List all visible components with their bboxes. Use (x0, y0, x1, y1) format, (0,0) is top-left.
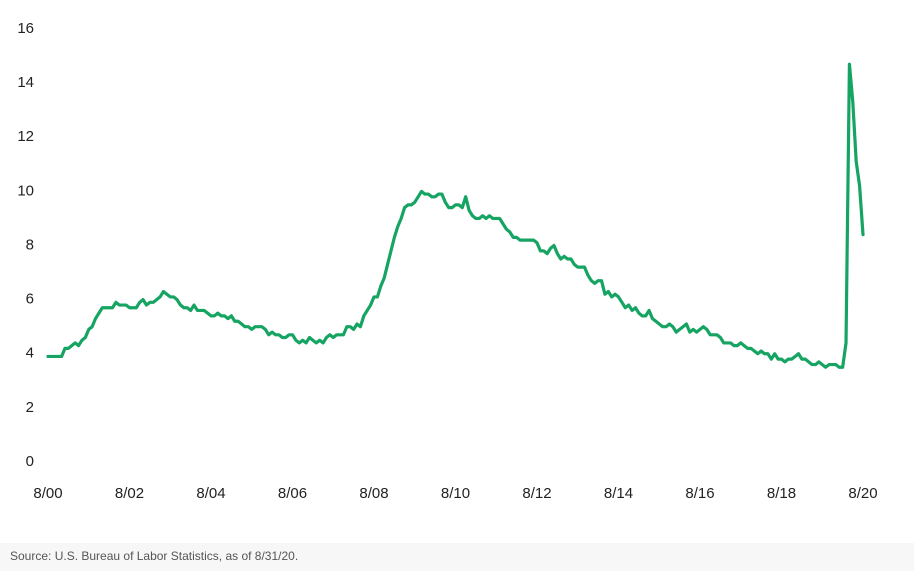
x-tick-label: 8/12 (522, 485, 551, 502)
y-tick-label: 16 (17, 20, 34, 37)
footer-band (0, 543, 914, 571)
x-tick-label: 8/08 (359, 485, 388, 502)
y-tick-label: 10 (17, 182, 34, 199)
data-line (46, 62, 865, 369)
y-tick-label: 0 (26, 453, 34, 470)
y-tick-label: 12 (17, 128, 34, 145)
source-note: Source: U.S. Bureau of Labor Statistics,… (10, 549, 298, 563)
y-tick-label: 4 (26, 345, 34, 362)
x-tick-label: 8/14 (604, 485, 633, 502)
x-tick-label: 8/00 (33, 485, 62, 502)
y-tick-label: 14 (17, 74, 34, 91)
x-tick-label: 8/06 (278, 485, 307, 502)
x-tick-label: 8/10 (441, 485, 470, 502)
y-tick-label: 8 (26, 236, 34, 253)
x-tick-label: 8/18 (767, 485, 796, 502)
x-tick-label: 8/20 (848, 485, 877, 502)
x-tick-label: 8/04 (196, 485, 225, 502)
x-tick-label: 8/16 (685, 485, 714, 502)
y-tick-label: 6 (26, 291, 34, 308)
x-tick-label: 8/02 (115, 485, 144, 502)
y-tick-label: 2 (26, 399, 34, 416)
